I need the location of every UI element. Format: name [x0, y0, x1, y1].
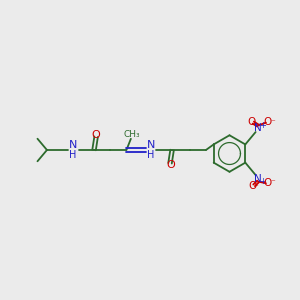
Text: N: N	[254, 123, 262, 133]
Text: H: H	[147, 150, 154, 160]
Text: O: O	[247, 117, 255, 127]
Text: O: O	[264, 178, 272, 188]
Text: O: O	[91, 130, 100, 140]
Text: O: O	[166, 160, 175, 170]
Text: O: O	[248, 181, 256, 191]
Text: O: O	[264, 117, 272, 127]
Text: ⁻: ⁻	[253, 184, 258, 193]
Text: N: N	[146, 140, 155, 150]
Text: H: H	[69, 150, 76, 160]
Text: +: +	[259, 177, 266, 186]
Text: +: +	[259, 121, 266, 130]
Text: N: N	[254, 174, 262, 184]
Text: ⁻: ⁻	[270, 179, 275, 188]
Text: ⁻: ⁻	[270, 118, 275, 127]
Text: CH₃: CH₃	[123, 130, 140, 139]
Text: N: N	[69, 140, 77, 150]
